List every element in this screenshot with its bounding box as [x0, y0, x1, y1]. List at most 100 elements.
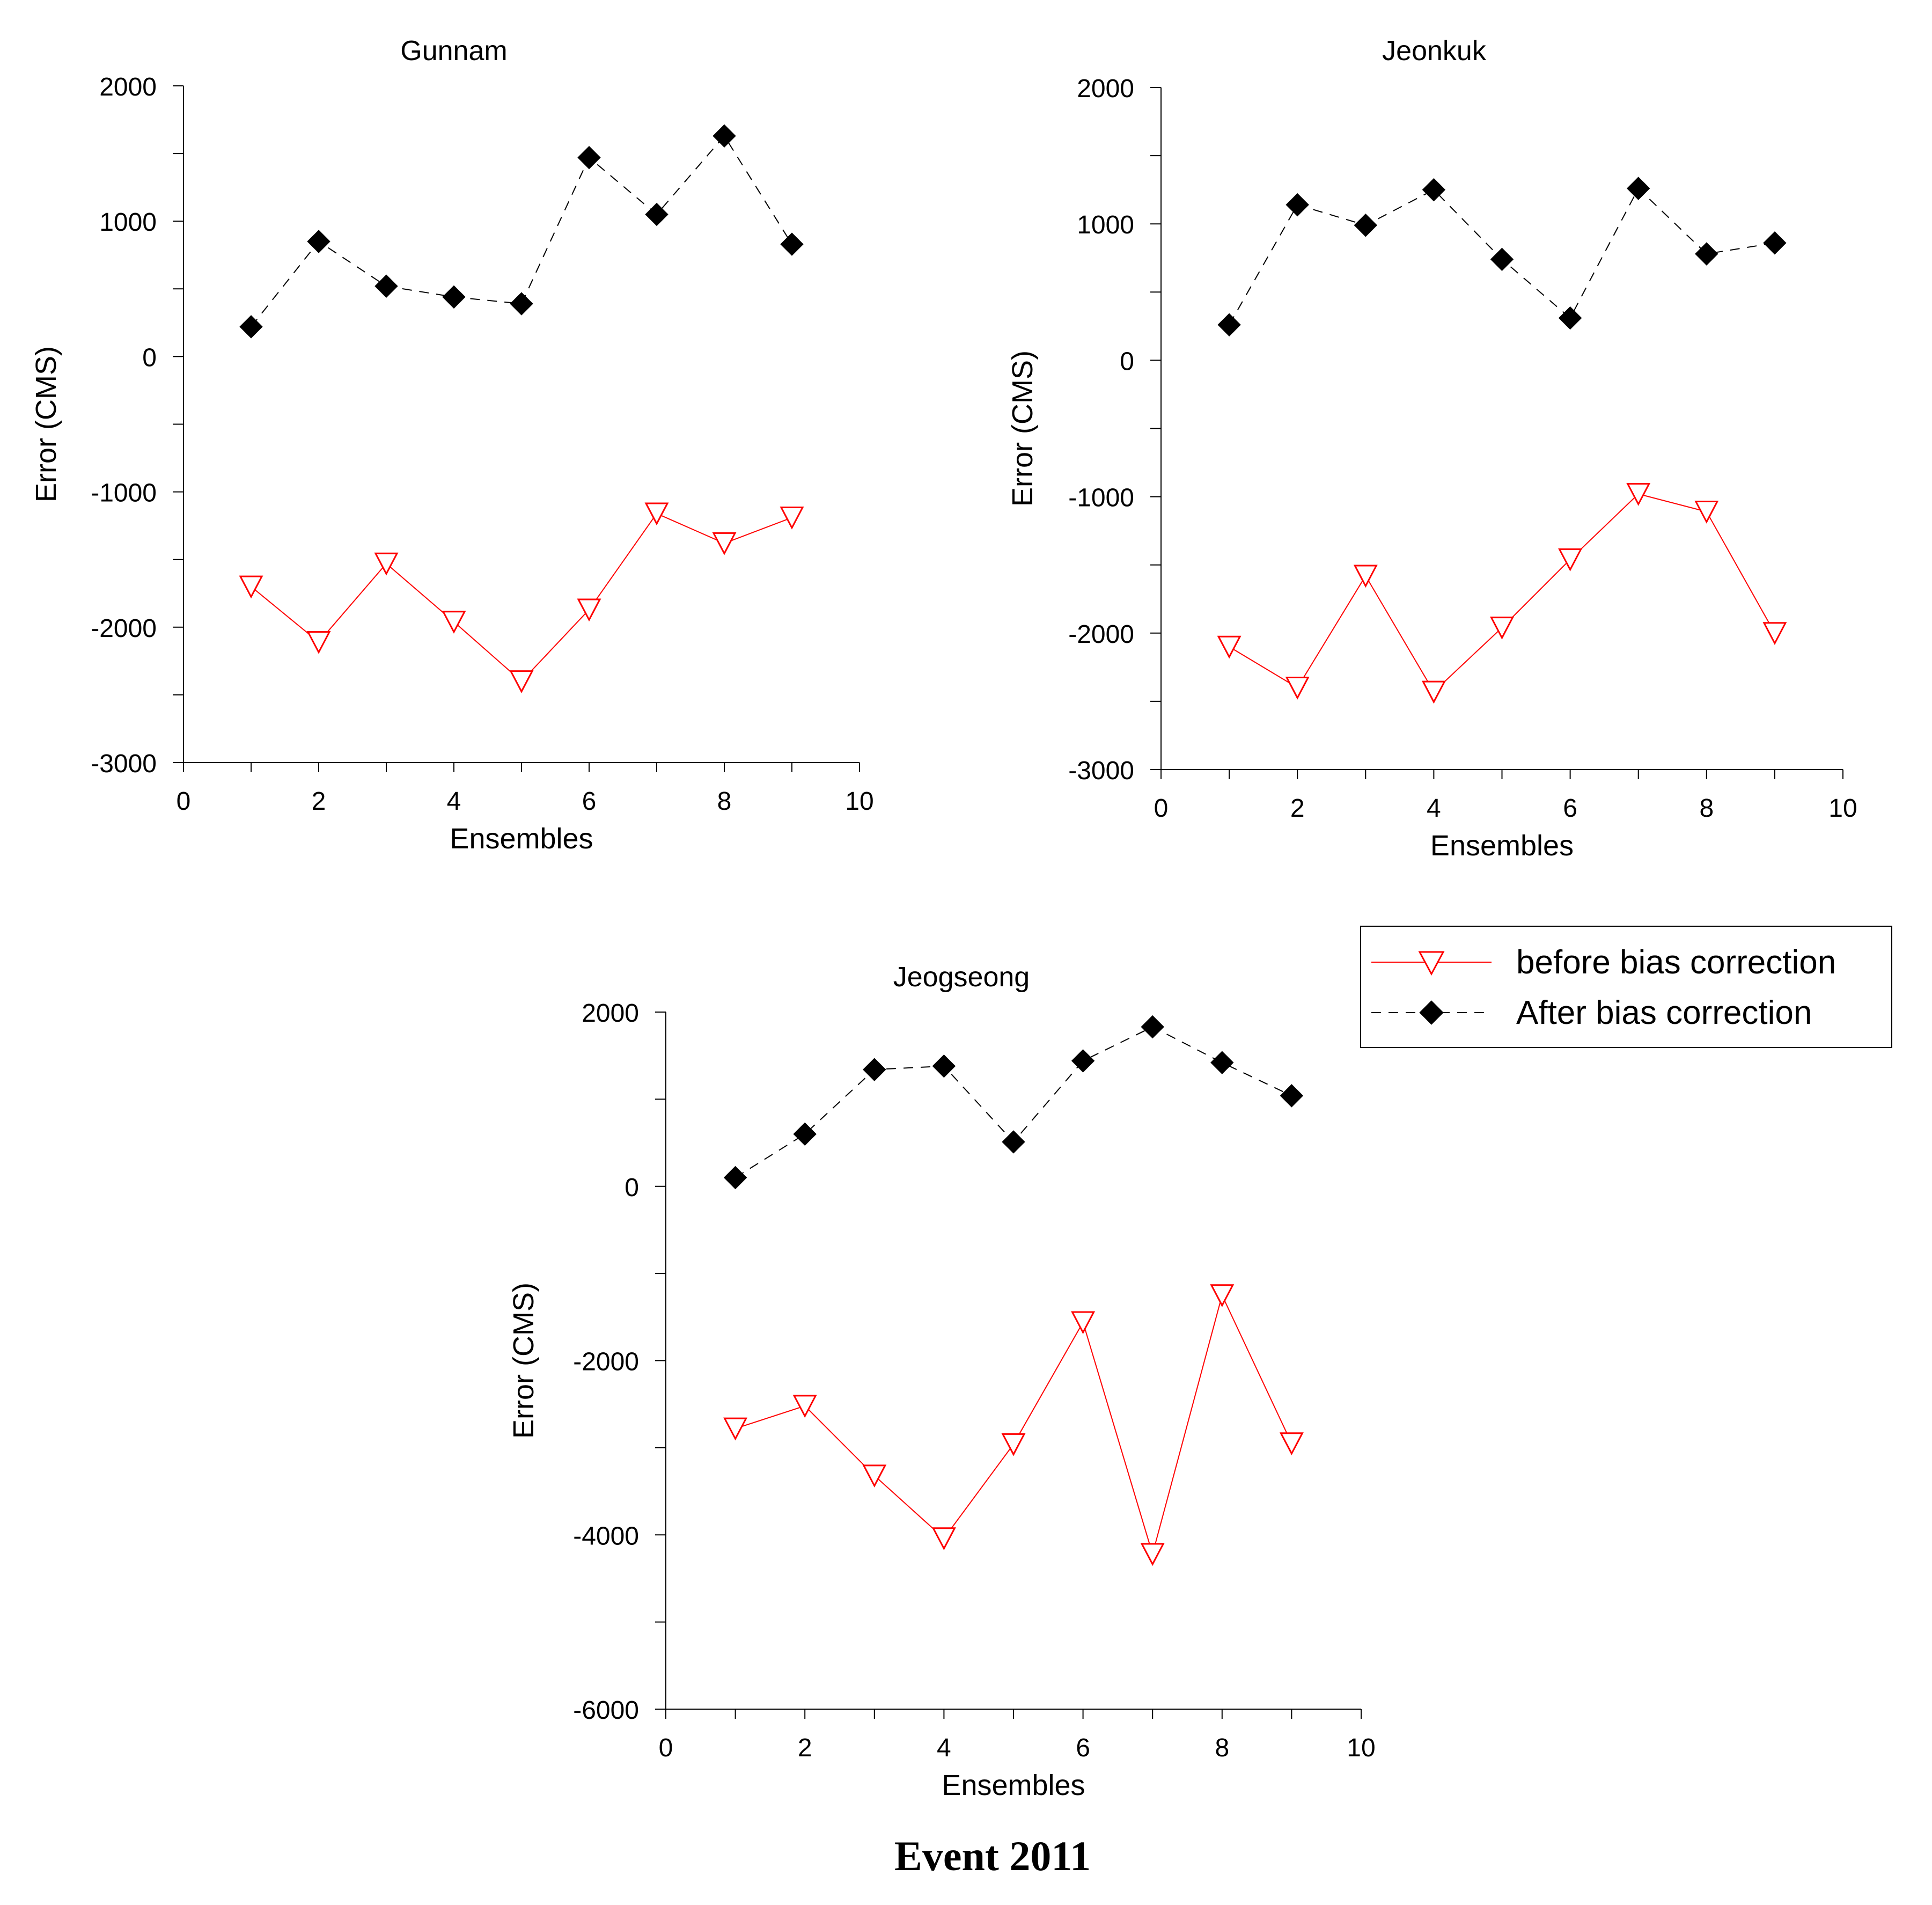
chart-jeonkuk: Jeonkuk -3000 -2000 -1000 0 1000 2000 0 2 4 6 8 10 En…	[1007, 35, 1857, 862]
y-tick-label: 1000	[1077, 211, 1134, 239]
data-point-after	[1071, 1049, 1095, 1073]
data-point-after	[1558, 306, 1582, 330]
data-point-after	[1354, 214, 1378, 237]
data-point-after	[510, 292, 533, 316]
data-point-before	[306, 631, 331, 654]
chart-gunnam: Gunnam -3000 -2000 -1000 0 1000 2000 0 2 4 6 8 10 Ens…	[30, 35, 874, 855]
legend-marker-before	[1418, 951, 1445, 976]
data-point-before	[1353, 565, 1378, 588]
data-point-after	[780, 232, 804, 256]
data-point-after	[1210, 1051, 1234, 1074]
y-tick-label: -6000	[573, 1696, 639, 1725]
legend-marker-after	[1419, 1000, 1444, 1025]
data-point-before	[1001, 1433, 1026, 1456]
x-tick-label: 6	[1076, 1734, 1090, 1762]
y-tick-label: -2000	[573, 1348, 639, 1376]
data-point-before	[1762, 622, 1787, 646]
data-point-after	[1285, 193, 1309, 217]
x-tick-label: 8	[1699, 794, 1714, 823]
x-tick-label: 2	[312, 787, 326, 816]
data-point-before	[1279, 1432, 1304, 1455]
x-tick-label: 0	[1154, 794, 1169, 823]
data-point-before	[1626, 483, 1651, 506]
data-point-before	[792, 1395, 817, 1418]
data-point-before	[931, 1527, 956, 1550]
x-tick-label: 10	[845, 787, 873, 816]
data-point-before	[577, 598, 601, 622]
y-tick-label: -3000	[1068, 757, 1134, 785]
y-tick-label: 2000	[582, 999, 639, 1028]
data-point-after	[723, 1166, 747, 1190]
data-point-before	[239, 575, 263, 599]
data-point-after	[1141, 1015, 1164, 1039]
y-tick-label: -2000	[1068, 620, 1134, 649]
data-point-after	[577, 145, 601, 170]
data-point-after	[645, 202, 669, 226]
y-tick-label: 0	[142, 343, 157, 372]
legend-item-before: before bias correction	[1371, 944, 1836, 981]
series-line-before	[251, 512, 792, 683]
y-tick-label: -1000	[91, 479, 157, 508]
data-point-after	[1002, 1130, 1025, 1154]
series-line-before	[1229, 493, 1775, 693]
y-tick-label: 0	[625, 1174, 639, 1202]
x-tick-label: 8	[717, 787, 732, 816]
data-point-after	[1422, 178, 1446, 202]
legend-label-before: before bias correction	[1516, 944, 1836, 981]
x-tick-label: 4	[1427, 794, 1441, 823]
x-tick-label: 2	[798, 1734, 812, 1762]
y-axis-label: Error (CMS)	[30, 346, 62, 502]
figure-caption: Event 2011	[894, 1833, 1091, 1879]
data-point-after	[712, 124, 736, 148]
chart-jeogseong: Jeogseong -6000 -4000 -2000 0 2000 0 2 4 6 8 10 Ense…	[508, 962, 1376, 1801]
y-tick-label: -4000	[573, 1522, 639, 1550]
data-point-after	[1626, 177, 1650, 200]
x-tick-label: 10	[1828, 794, 1857, 823]
data-point-before	[1071, 1311, 1096, 1335]
chart-title: Jeogseong	[893, 962, 1030, 993]
data-point-before	[862, 1464, 887, 1488]
data-point-after	[863, 1058, 886, 1081]
chart-title: Gunnam	[400, 35, 507, 67]
y-tick-label: 1000	[99, 208, 157, 237]
y-tick-label: -3000	[91, 750, 157, 778]
data-point-after	[1490, 247, 1514, 271]
data-point-before	[1490, 617, 1514, 640]
data-point-before	[780, 507, 804, 530]
data-point-before	[723, 1417, 748, 1441]
data-point-before	[1694, 501, 1719, 524]
x-axis-label: Ensembles	[942, 1769, 1085, 1801]
y-tick-label: -2000	[91, 614, 157, 643]
y-axis-label: Error (CMS)	[508, 1283, 540, 1439]
legend-label-after: After bias correction	[1516, 994, 1812, 1031]
y-tick-label: -1000	[1068, 484, 1134, 512]
data-point-before	[712, 532, 737, 555]
data-point-after	[239, 315, 263, 339]
series-line-before	[735, 1293, 1292, 1556]
data-point-before	[442, 611, 466, 634]
data-point-before	[374, 552, 399, 576]
data-point-before	[509, 670, 534, 693]
data-point-after	[1280, 1084, 1304, 1108]
data-point-before	[1421, 680, 1446, 704]
chart-title: Jeonkuk	[1382, 35, 1487, 67]
data-point-after	[1217, 313, 1241, 337]
series-line-after	[735, 1026, 1292, 1178]
y-tick-label: 0	[1120, 347, 1134, 376]
y-axis-label: Error (CMS)	[1007, 350, 1039, 507]
x-tick-label: 4	[447, 787, 461, 816]
data-point-before	[1558, 548, 1583, 572]
data-point-before	[644, 502, 669, 526]
data-point-before	[1210, 1284, 1235, 1307]
x-tick-label: 0	[659, 1734, 673, 1762]
data-point-after	[307, 230, 330, 253]
x-tick-label: 10	[1347, 1734, 1375, 1762]
legend-box	[1360, 926, 1892, 1048]
data-point-after	[1763, 231, 1787, 255]
x-tick-label: 0	[177, 787, 191, 816]
x-axis-label: Ensembles	[1430, 830, 1574, 862]
data-point-after	[932, 1054, 956, 1078]
data-point-after	[374, 274, 398, 298]
data-point-before	[1217, 635, 1242, 659]
